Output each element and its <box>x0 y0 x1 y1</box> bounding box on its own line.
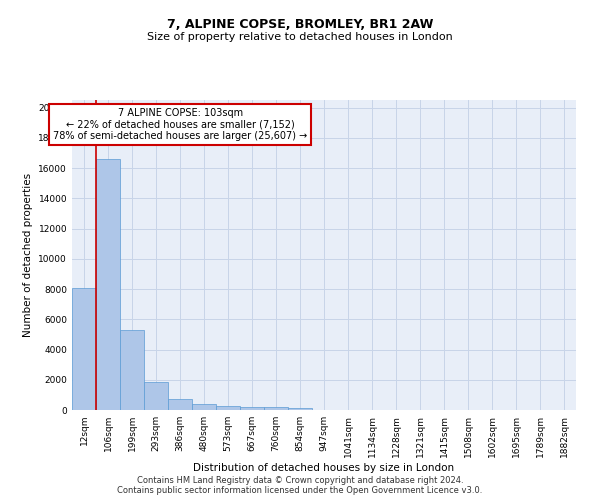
Bar <box>264 407 288 410</box>
Bar <box>96 159 120 410</box>
Text: Contains HM Land Registry data © Crown copyright and database right 2024.
Contai: Contains HM Land Registry data © Crown c… <box>118 476 482 495</box>
Y-axis label: Number of detached properties: Number of detached properties <box>23 173 33 337</box>
Bar <box>120 330 144 410</box>
Bar <box>144 382 168 410</box>
Text: Size of property relative to detached houses in London: Size of property relative to detached ho… <box>147 32 453 42</box>
Bar <box>168 400 192 410</box>
Bar <box>288 408 312 410</box>
X-axis label: Distribution of detached houses by size in London: Distribution of detached houses by size … <box>193 462 455 472</box>
Bar <box>192 404 216 410</box>
Bar <box>216 406 240 410</box>
Bar <box>72 288 96 410</box>
Text: 7 ALPINE COPSE: 103sqm
← 22% of detached houses are smaller (7,152)
78% of semi-: 7 ALPINE COPSE: 103sqm ← 22% of detached… <box>53 108 307 141</box>
Text: 7, ALPINE COPSE, BROMLEY, BR1 2AW: 7, ALPINE COPSE, BROMLEY, BR1 2AW <box>167 18 433 30</box>
Bar <box>240 406 264 410</box>
